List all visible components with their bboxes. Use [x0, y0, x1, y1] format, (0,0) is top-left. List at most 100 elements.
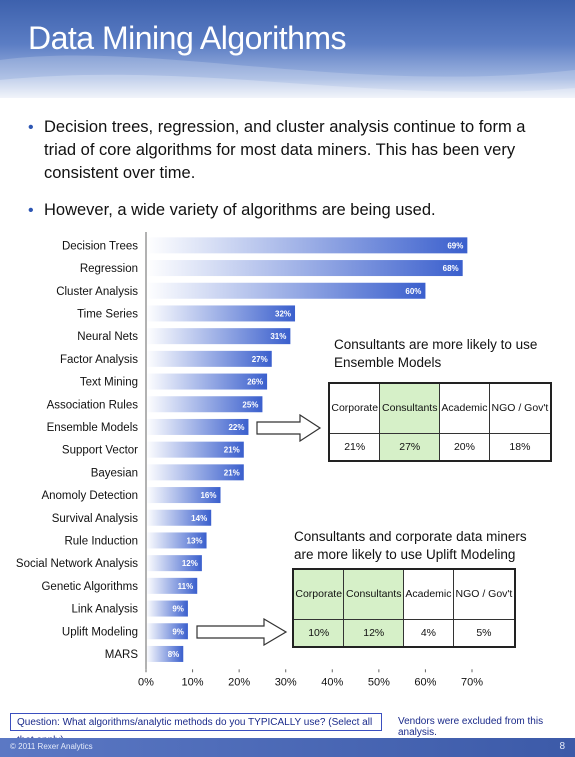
uplift-header-academic: Academic — [403, 568, 454, 620]
bar — [146, 282, 426, 299]
ensemble-value-consultants: 27% — [379, 432, 441, 462]
category-label: Genetic Algorithms — [41, 581, 138, 593]
uplift-value-academic: 4% — [403, 618, 454, 648]
category-label: Time Series — [77, 308, 138, 320]
category-label: Cluster Analysis — [56, 286, 138, 298]
survey-question: Question: What algorithms/analytic metho… — [10, 713, 382, 746]
bar-value-label: 69% — [447, 241, 463, 250]
bar — [146, 464, 244, 481]
bar — [146, 260, 463, 277]
ensemble-header-ngo: NGO / Gov't — [488, 382, 552, 434]
bar-value-label: 8% — [168, 650, 180, 659]
header-swoosh — [0, 55, 575, 98]
bar-value-label: 60% — [405, 287, 421, 296]
ensemble-callout-text: Consultants are more likely to use Ensem… — [334, 337, 538, 370]
bullet-text: Decision trees, regression, and cluster … — [44, 118, 526, 182]
bar — [146, 645, 184, 662]
category-label: Bayesian — [91, 467, 138, 479]
bar-value-label: 9% — [172, 605, 184, 614]
bullet-text: However, a wide variety of algorithms ar… — [44, 201, 436, 219]
ensemble-header-academic: Academic — [439, 382, 490, 434]
bar-value-label: 22% — [228, 423, 244, 432]
ensemble-table: Corporate Consultants Academic NGO / Gov… — [328, 382, 552, 462]
bar-value-label: 21% — [224, 446, 240, 455]
bar — [146, 532, 207, 549]
category-label: Decision Trees — [62, 240, 138, 252]
algorithm-usage-bar-chart: Decision Trees 69% Regression 68% Cluster An… — [16, 232, 483, 688]
bar — [146, 623, 188, 640]
ensemble-value-ngo: 18% — [488, 432, 552, 462]
bar-value-label: 14% — [191, 514, 207, 523]
bar — [146, 487, 221, 504]
uplift-header-corporate: Corporate — [292, 568, 345, 620]
uplift-value-ngo: 5% — [452, 618, 516, 648]
copyright-text: © 2011 Rexer Analytics — [10, 742, 93, 751]
bar-value-label: 31% — [270, 332, 286, 341]
slide-footer: © 2011 Rexer Analytics 8 — [0, 738, 575, 757]
bar-value-label: 12% — [182, 559, 198, 568]
bar — [146, 373, 268, 390]
category-label: Text Mining — [80, 377, 138, 389]
bar — [146, 509, 212, 526]
uplift-header-consultants: Consultants — [343, 568, 405, 620]
ensemble-header-consultants: Consultants — [379, 382, 441, 434]
page-number: 8 — [559, 741, 565, 752]
bar — [146, 441, 244, 458]
category-label: Uplift Modeling — [62, 626, 138, 638]
bar — [146, 577, 198, 594]
bullet-item: • However, a wide variety of algorithms … — [28, 199, 558, 222]
bar-value-label: 68% — [443, 264, 459, 273]
bar-value-label: 25% — [242, 400, 258, 409]
ensemble-header-corporate: Corporate — [328, 382, 381, 434]
category-label: Neural Nets — [77, 331, 138, 343]
bar — [146, 328, 291, 345]
bar-value-label: 13% — [187, 536, 203, 545]
category-label: Factor Analysis — [60, 354, 138, 366]
x-tick-label: 60% — [414, 676, 436, 688]
uplift-value-corporate: 10% — [292, 618, 345, 648]
category-label: Association Rules — [47, 399, 139, 411]
category-label: Anomoly Detection — [41, 490, 138, 502]
uplift-header-ngo: NGO / Gov't — [452, 568, 516, 620]
bar-value-label: 32% — [275, 309, 291, 318]
category-label: Support Vector — [62, 445, 138, 457]
bar-value-label: 11% — [178, 582, 194, 591]
bar — [146, 237, 468, 254]
ensemble-value-academic: 20% — [439, 432, 490, 462]
bar — [146, 305, 296, 322]
bullet-list: • Decision trees, regression, and cluste… — [28, 116, 558, 236]
bar — [146, 418, 249, 435]
category-label: Rule Induction — [64, 535, 138, 547]
bullet-dot-icon: • — [28, 202, 34, 219]
x-tick-label: 70% — [461, 676, 483, 688]
ensemble-arrow-icon — [256, 414, 322, 442]
x-tick-label: 0% — [138, 676, 154, 688]
slide-title: Data Mining Algorithms — [28, 20, 347, 56]
bar-value-label: 26% — [247, 378, 263, 387]
ensemble-value-corporate: 21% — [328, 432, 381, 462]
vendors-note: Vendors were excluded from this analysis… — [398, 716, 544, 738]
x-tick-label: 40% — [321, 676, 343, 688]
slide-header: Data Mining Algorithms — [0, 0, 575, 98]
bar — [146, 600, 188, 617]
bar-value-label: 16% — [200, 491, 216, 500]
uplift-table: Corporate Consultants Academic NGO / Gov… — [292, 568, 516, 648]
category-label: Ensemble Models — [47, 422, 139, 434]
x-tick-label: 50% — [368, 676, 390, 688]
category-label: MARS — [105, 649, 139, 661]
category-label: Regression — [80, 263, 138, 275]
uplift-callout-text: Consultants and corporate data miners ar… — [294, 529, 527, 562]
bar — [146, 396, 263, 413]
category-label: Survival Analysis — [52, 513, 139, 525]
uplift-value-consultants: 12% — [343, 618, 405, 648]
category-label: Social Network Analysis — [16, 558, 138, 570]
uplift-arrow-icon — [196, 618, 288, 646]
bar-value-label: 21% — [224, 468, 240, 477]
bar-value-label: 9% — [172, 627, 184, 636]
category-label: Link Analysis — [72, 604, 139, 616]
x-tick-label: 20% — [228, 676, 250, 688]
bullet-dot-icon: • — [28, 119, 34, 136]
bar-value-label: 27% — [252, 355, 268, 364]
bar — [146, 350, 272, 367]
x-tick-label: 30% — [275, 676, 297, 688]
